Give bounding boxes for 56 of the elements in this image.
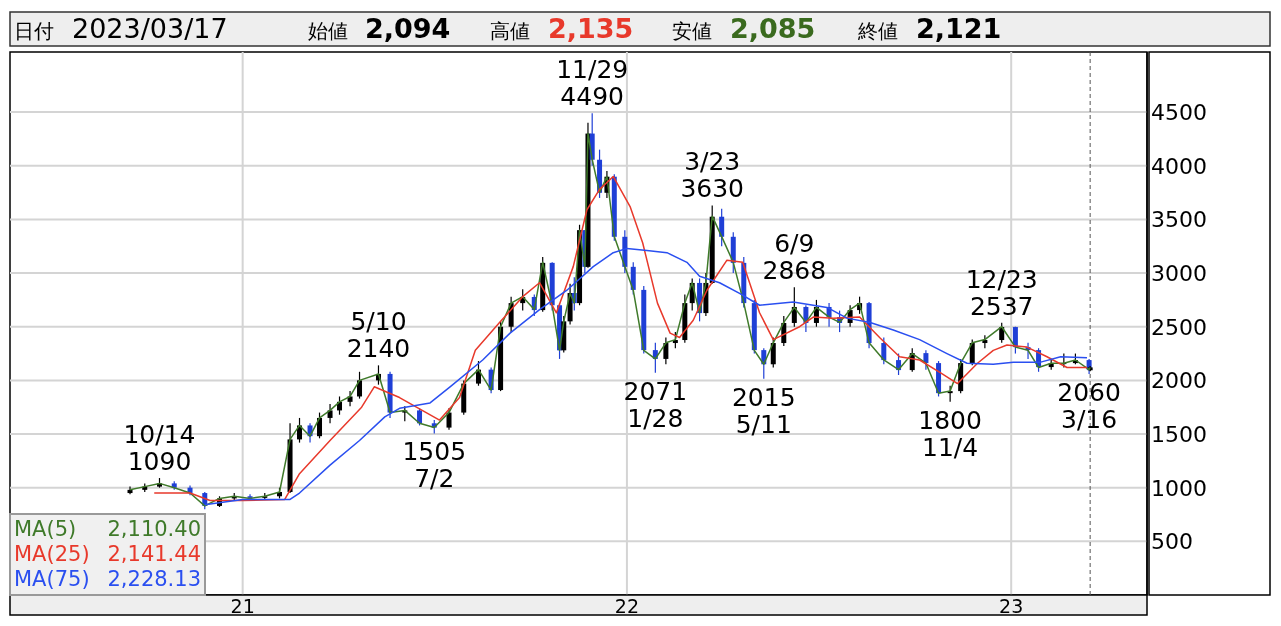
annotation: 3/16 bbox=[1061, 404, 1118, 434]
text: 日付 bbox=[14, 19, 54, 43]
y-tick-label: 4500 bbox=[1151, 100, 1207, 126]
annotation: 3630 bbox=[680, 174, 745, 204]
candlestick bbox=[317, 411, 323, 439]
annotation: 12/23 bbox=[965, 264, 1038, 294]
annotation: 2537 bbox=[969, 291, 1034, 321]
y-tick-label: 2500 bbox=[1151, 314, 1207, 340]
annotation: 2,110.40 bbox=[107, 517, 201, 541]
annotation: 1/28 bbox=[627, 403, 684, 433]
candlestick bbox=[881, 336, 887, 365]
text: 安値 bbox=[672, 19, 712, 43]
candlestick bbox=[770, 336, 776, 369]
annotation: 2015 bbox=[731, 382, 796, 412]
x-tick-label: 22 bbox=[614, 595, 640, 617]
legend: MA(5) 2,110.40 MA(25) 2,141.44 MA(75) 2,228.13 bbox=[9, 513, 206, 596]
x-tick-label: 21 bbox=[230, 595, 255, 617]
annotation: 1800 bbox=[918, 405, 982, 435]
annotation: 5/10 bbox=[350, 307, 407, 337]
annotation: 11/29 bbox=[556, 55, 629, 85]
annotation: 2,141.44 bbox=[107, 542, 201, 566]
y-tick-label: 1000 bbox=[1151, 475, 1207, 501]
annotation: 3/23 bbox=[684, 147, 741, 177]
annotation: 2140 bbox=[346, 334, 411, 364]
candlestick bbox=[663, 336, 669, 365]
text: 2,121 bbox=[916, 13, 1002, 44]
annotation: 2868 bbox=[762, 256, 827, 286]
annotation: 2,228.13 bbox=[107, 567, 201, 591]
candlestick bbox=[923, 349, 929, 371]
text: 高値 bbox=[490, 19, 530, 43]
annotation: 1505 bbox=[402, 437, 467, 467]
annotation: 10/14 bbox=[123, 420, 196, 450]
annotation: 11/4 bbox=[922, 432, 979, 462]
text: 始値 bbox=[308, 19, 348, 43]
text: 2,094 bbox=[365, 13, 451, 44]
annotation: 2071 bbox=[623, 376, 688, 406]
y-tick-label: 2000 bbox=[1151, 368, 1207, 394]
candlestick bbox=[327, 403, 333, 424]
annotation: 6/9 bbox=[774, 229, 815, 259]
y-tick-label: 3000 bbox=[1151, 261, 1207, 287]
x-tick-label: 23 bbox=[999, 595, 1024, 617]
y-tick-label: 3500 bbox=[1151, 207, 1207, 233]
text: 2,085 bbox=[730, 13, 816, 44]
annotation: 7/2 bbox=[414, 464, 455, 494]
text: 2,135 bbox=[548, 13, 634, 44]
annotation: 2060 bbox=[1057, 377, 1121, 407]
annotation: 1090 bbox=[127, 447, 192, 477]
y-tick-label: 1500 bbox=[1151, 422, 1207, 448]
y-tick-label: 500 bbox=[1151, 529, 1193, 555]
y-tick-label: 4000 bbox=[1151, 153, 1207, 179]
text: 2023/03/17 bbox=[72, 13, 228, 44]
candlestick bbox=[446, 407, 452, 431]
candlestick bbox=[969, 339, 975, 366]
text: 終値 bbox=[857, 19, 898, 43]
annotation: 4490 bbox=[560, 82, 624, 112]
annotation: 5/11 bbox=[735, 409, 792, 439]
